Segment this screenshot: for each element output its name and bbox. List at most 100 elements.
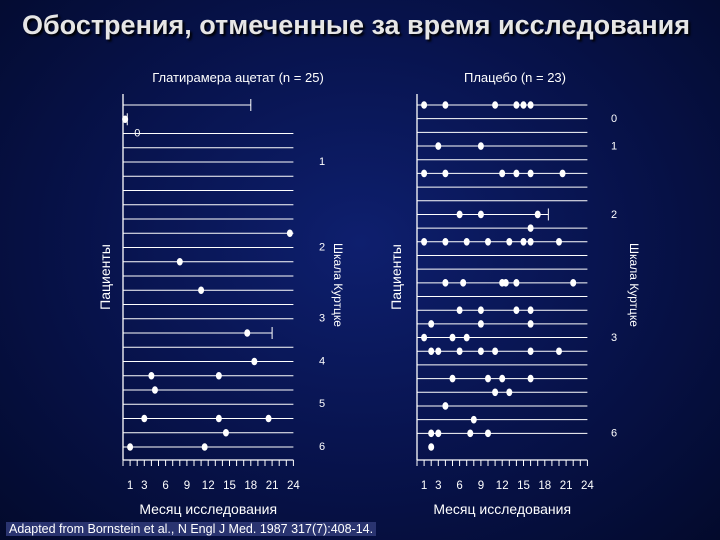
exacerbation-point <box>421 169 428 178</box>
exacerbation-point <box>492 101 499 109</box>
exacerbation-point <box>428 347 435 356</box>
exacerbation-point <box>520 101 527 109</box>
exacerbation-point <box>442 101 449 109</box>
kurtzke-score-label: 2 <box>611 209 617 221</box>
exacerbation-point <box>148 371 155 380</box>
exacerbation-point <box>556 347 562 356</box>
exacerbation-point <box>527 101 534 109</box>
kurtzke-score-label: 3 <box>611 332 617 344</box>
x-tick-label: 9 <box>184 480 190 492</box>
kurtzke-score-label: 5 <box>319 398 325 410</box>
exacerbation-point <box>449 374 456 383</box>
kurtzke-score-label: 6 <box>611 428 617 440</box>
x-tick-label: 15 <box>517 480 530 492</box>
x-tick-label: 1 <box>127 480 133 492</box>
exacerbation-point <box>122 115 129 124</box>
exacerbation-point <box>477 347 484 356</box>
exacerbation-point <box>428 443 435 451</box>
y-axis-label: Пациенты <box>97 244 113 310</box>
exacerbation-point <box>265 414 272 423</box>
source-citation: Adapted from Bornstein et al., N Engl J … <box>6 522 377 536</box>
exacerbation-point <box>513 169 520 178</box>
exacerbation-point <box>467 429 474 438</box>
exacerbation-point <box>215 414 222 423</box>
x-axis-label: Месяц исследования <box>139 501 277 517</box>
exacerbation-point <box>421 238 428 246</box>
kurtzke-score-label: 3 <box>319 313 325 325</box>
exacerbation-point <box>442 279 449 287</box>
exacerbation-point <box>502 279 509 287</box>
kurtzke-score-label: 4 <box>319 355 325 367</box>
slide-title: Обострения, отмеченные за время исследов… <box>22 10 691 40</box>
exacerbation-point <box>559 169 566 178</box>
exacerbation-point <box>421 333 428 342</box>
x-tick-label: 3 <box>141 480 147 492</box>
exacerbation-point <box>127 443 134 451</box>
kurtzke-score-label: 2 <box>319 241 325 253</box>
exacerbation-point <box>485 374 491 383</box>
exacerbation-point <box>141 414 148 423</box>
exacerbation-point <box>286 229 293 238</box>
kurtzke-scale-label: Шкала Куртцке <box>331 243 345 327</box>
exacerbation-point <box>176 257 183 266</box>
exacerbation-point <box>499 169 506 178</box>
exacerbation-point <box>527 347 534 356</box>
exacerbation-point <box>527 374 534 383</box>
exacerbation-point <box>527 238 534 246</box>
exacerbation-point <box>198 286 205 295</box>
exacerbation-point <box>477 320 484 328</box>
exacerbation-point <box>485 429 491 438</box>
exacerbation-point <box>442 238 449 246</box>
exacerbation-point <box>435 429 442 438</box>
exacerbation-point <box>151 386 158 394</box>
x-tick-label: 18 <box>244 480 257 492</box>
exacerbation-point <box>556 238 562 246</box>
panel-title: Плацебо (n = 23) <box>464 70 566 85</box>
exacerbation-point <box>527 169 534 178</box>
exacerbation-point <box>463 238 470 246</box>
kurtzke-score-label: 1 <box>319 156 325 168</box>
exacerbation-point <box>477 210 484 219</box>
exacerbation-point <box>428 429 435 438</box>
exacerbation-point <box>222 428 229 437</box>
exacerbation-point <box>520 238 527 246</box>
panel-title: Глатирамера ацетат (n = 25) <box>152 70 324 85</box>
exacerbation-point <box>527 224 534 232</box>
x-tick-label: 12 <box>202 480 215 492</box>
exacerbation-point <box>477 142 484 150</box>
exacerbation-point <box>513 279 520 287</box>
x-tick-label: 6 <box>162 480 168 492</box>
exacerbation-point <box>442 402 449 410</box>
kurtzke-score-label: 0 <box>611 113 617 125</box>
x-tick-label: 3 <box>435 480 441 492</box>
exacerbation-point <box>492 388 499 397</box>
exacerbation-point <box>470 415 477 424</box>
x-tick-label: 6 <box>456 480 462 492</box>
exacerbation-point <box>428 320 435 328</box>
kurtzke-score-label: 1 <box>611 140 617 152</box>
exacerbation-point <box>492 347 499 356</box>
exacerbation-point <box>449 333 456 342</box>
x-tick-label: 24 <box>287 480 300 492</box>
exacerbation-point <box>456 210 463 219</box>
x-tick-label: 21 <box>560 480 573 492</box>
y-axis-label: Пациенты <box>388 244 404 310</box>
x-tick-label: 15 <box>223 480 236 492</box>
exacerbation-point <box>506 238 513 246</box>
kurtzke-scale-label: Шкала Куртцке <box>627 243 641 327</box>
x-tick-label: 9 <box>478 480 484 492</box>
x-tick-label: 1 <box>421 480 427 492</box>
exacerbation-point <box>527 320 534 328</box>
x-tick-label: 21 <box>266 480 279 492</box>
exacerbation-point <box>499 374 506 383</box>
exacerbation-point <box>421 101 428 109</box>
x-axis-label: Месяц исследования <box>433 501 571 517</box>
exacerbation-point <box>506 388 513 397</box>
exacerbation-point <box>460 279 467 287</box>
exacerbation-point <box>485 238 491 246</box>
exacerbation-point <box>435 142 442 150</box>
exacerbation-point <box>463 333 470 342</box>
exacerbation-point <box>477 306 484 315</box>
exacerbation-point <box>456 347 463 356</box>
